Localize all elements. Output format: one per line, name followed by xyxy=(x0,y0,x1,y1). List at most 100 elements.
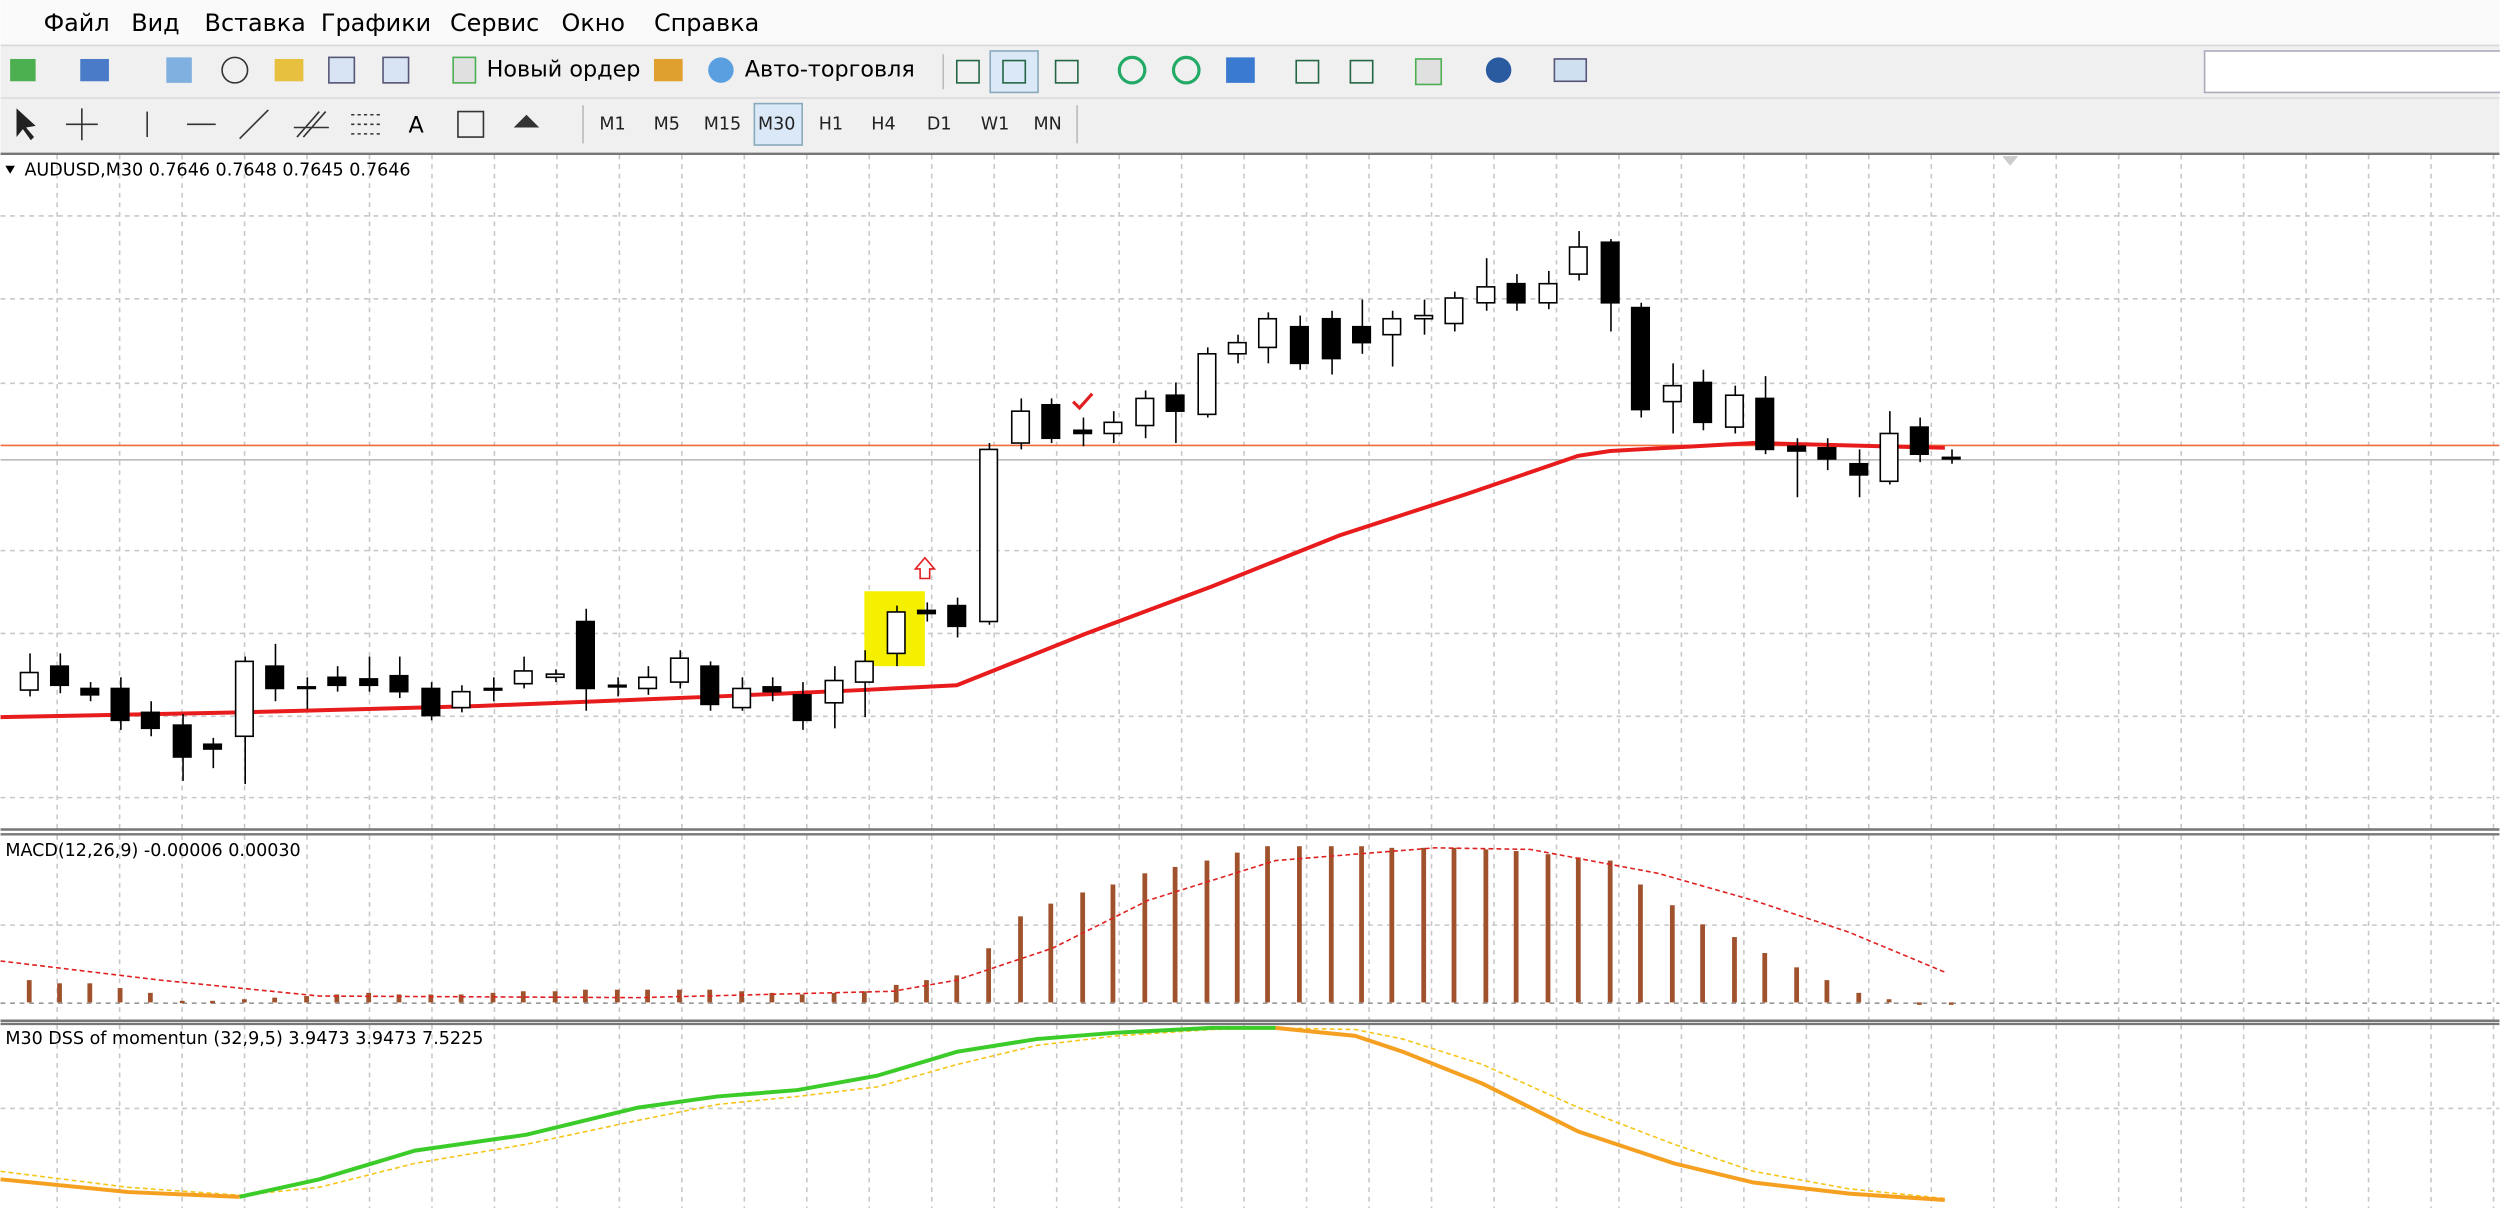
timeframe-button[interactable]: M30 xyxy=(758,114,795,134)
cursor-icon[interactable] xyxy=(16,108,36,141)
timeframe-button[interactable]: H4 xyxy=(871,114,895,134)
timeframe-button[interactable]: M1 xyxy=(599,114,625,134)
macd-bar xyxy=(1513,851,1519,1003)
candle-body xyxy=(886,611,906,655)
macd-bar xyxy=(739,991,745,1003)
icon[interactable] xyxy=(452,56,477,84)
moving-average xyxy=(0,441,1945,720)
fibo-icon[interactable] xyxy=(351,113,380,135)
macd-bar xyxy=(1204,860,1210,1003)
candle-body xyxy=(1041,403,1061,440)
scroll-marker xyxy=(2002,156,2019,166)
candle-body xyxy=(824,679,844,704)
candle-body xyxy=(80,687,100,696)
menu-item[interactable]: Вставка xyxy=(205,9,306,37)
candle-body xyxy=(947,604,967,628)
macd-bar xyxy=(366,992,372,1003)
pressed-button[interactable] xyxy=(753,102,803,146)
macd-bar xyxy=(242,999,247,1003)
label-icon[interactable] xyxy=(457,110,485,138)
icon[interactable] xyxy=(955,59,980,84)
crosshair-icon[interactable] xyxy=(65,108,98,141)
timeframe-button[interactable]: H1 xyxy=(819,114,843,134)
icon[interactable] xyxy=(166,57,192,83)
menu-item[interactable]: Окно xyxy=(562,9,625,37)
macd-bar xyxy=(1916,1002,1922,1005)
menu-item[interactable]: Файл xyxy=(44,9,110,37)
icon[interactable] xyxy=(1117,55,1147,85)
pressed-button[interactable] xyxy=(989,50,1039,94)
candle-body xyxy=(172,724,192,758)
icon[interactable] xyxy=(1414,58,1443,86)
separator xyxy=(582,105,584,144)
macd-bar xyxy=(893,984,899,1003)
macd-bar xyxy=(428,994,434,1003)
icon[interactable] xyxy=(328,56,356,84)
icon[interactable] xyxy=(1002,59,1027,84)
candle-body xyxy=(1197,352,1217,416)
trendline-icon[interactable] xyxy=(239,109,269,140)
macd-bar xyxy=(799,994,805,1003)
timeframe-button[interactable]: W1 xyxy=(981,114,1009,134)
macd-bar xyxy=(954,975,960,1003)
icon[interactable] xyxy=(1295,59,1320,84)
candle-body xyxy=(296,686,317,690)
timeframe-button[interactable]: M5 xyxy=(654,114,680,134)
icon[interactable] xyxy=(10,58,36,82)
macd-bar xyxy=(1700,924,1705,1003)
menu-item[interactable]: Графики xyxy=(321,9,431,37)
macd-bar xyxy=(1297,846,1302,1003)
macd-bar xyxy=(210,1000,215,1004)
macd-bar xyxy=(1389,847,1395,1003)
channel-icon[interactable] xyxy=(293,111,329,138)
macd-bar xyxy=(1110,884,1116,1003)
macd-bar xyxy=(1545,854,1551,1003)
menu-bar xyxy=(0,0,2500,45)
candle-body xyxy=(1724,394,1745,428)
auto-trading-button[interactable]: Авто-торговля xyxy=(745,57,915,83)
dss-line xyxy=(1275,1025,1945,1203)
icon[interactable] xyxy=(1226,57,1255,83)
timeframe-button[interactable]: M15 xyxy=(704,114,741,134)
candle-body xyxy=(916,609,937,615)
separator xyxy=(1076,105,1078,144)
timeframe-button[interactable]: D1 xyxy=(927,114,952,134)
candle-body xyxy=(265,665,285,690)
timeframe-button[interactable]: MN xyxy=(1033,114,1061,134)
icon[interactable] xyxy=(1054,59,1079,84)
macd-bar xyxy=(1948,1002,1954,1005)
candle-body xyxy=(1506,282,1526,304)
new-order-button[interactable]: Новый ордер xyxy=(487,57,641,83)
candle-body xyxy=(1538,282,1558,304)
menu-item[interactable]: Вид xyxy=(131,9,179,37)
candle-body xyxy=(1351,325,1372,344)
icon[interactable] xyxy=(1485,57,1512,83)
icon[interactable] xyxy=(80,58,109,82)
candle-body xyxy=(1817,447,1837,460)
menu-item[interactable]: Сервис xyxy=(450,9,539,37)
shapes-icon[interactable] xyxy=(513,114,540,128)
icon[interactable] xyxy=(274,58,304,82)
menu-item[interactable]: Справка xyxy=(654,9,759,37)
icon[interactable] xyxy=(1349,59,1374,84)
text-tool[interactable]: A xyxy=(409,112,425,138)
candle-body xyxy=(638,676,658,690)
macd-bar xyxy=(304,996,309,1003)
candle-body xyxy=(545,673,565,679)
macd-bar xyxy=(396,994,402,1003)
macd-bar xyxy=(1359,846,1364,1003)
icon[interactable] xyxy=(1171,55,1201,85)
candle-body xyxy=(854,660,874,683)
macd-bar xyxy=(57,983,62,1003)
candle-body xyxy=(732,687,752,709)
icon[interactable] xyxy=(653,58,683,82)
icon[interactable] xyxy=(221,56,249,84)
icon[interactable] xyxy=(382,56,410,84)
icon[interactable] xyxy=(708,57,734,83)
search-box[interactable] xyxy=(2203,50,2500,94)
macd-bar xyxy=(1421,847,1427,1003)
plot: AUDUSD,M30 0.7646 0.7648 0.7645 0.7646 MA… xyxy=(0,161,2500,1203)
icon[interactable] xyxy=(1553,58,1588,83)
macd-bar xyxy=(147,992,153,1003)
